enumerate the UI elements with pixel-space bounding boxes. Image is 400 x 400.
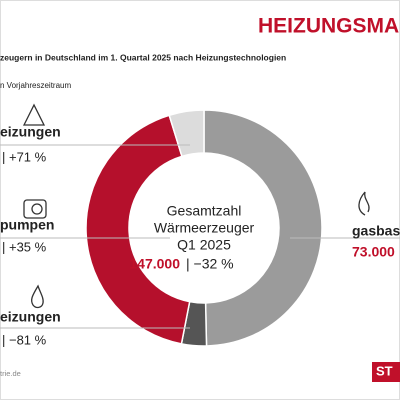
donut-segment (168, 109, 205, 158)
change-label: | −81 % (2, 332, 47, 347)
donut-segment (203, 109, 323, 347)
category-label: pumpen (0, 217, 54, 233)
category-label: eizungen (0, 309, 61, 325)
center-line: Q1 2025 (177, 237, 231, 253)
title: HEIZUNGSMARK (258, 15, 400, 38)
subtitle: zeugern in Deutschland im 1. Quartal 202… (0, 52, 286, 62)
category-label: gasbasie (352, 223, 400, 239)
biomass-icon (22, 103, 46, 126)
heatpump-icon-fan (31, 203, 43, 215)
source: trie.de (0, 369, 21, 378)
gas-icon (358, 191, 370, 216)
donut-segment (85, 114, 191, 345)
note: n Vorjahreszeitraum (0, 81, 71, 90)
logo-text: ST (376, 363, 393, 378)
donut (85, 109, 323, 347)
center-line: Wärmeerzeuger (154, 220, 255, 236)
oil-icon (31, 284, 44, 309)
logo (372, 362, 400, 382)
total-change: | −32 % (186, 256, 234, 272)
value-label: 73.000 (352, 244, 395, 260)
change-label: | +71 % (2, 149, 47, 164)
heatpump-icon (23, 199, 47, 219)
change-label: | +35 % (2, 239, 47, 254)
category-label: eizungen (0, 124, 61, 140)
total-label: 147.000 (129, 256, 180, 272)
center-line: Gesamtzahl (167, 203, 242, 219)
